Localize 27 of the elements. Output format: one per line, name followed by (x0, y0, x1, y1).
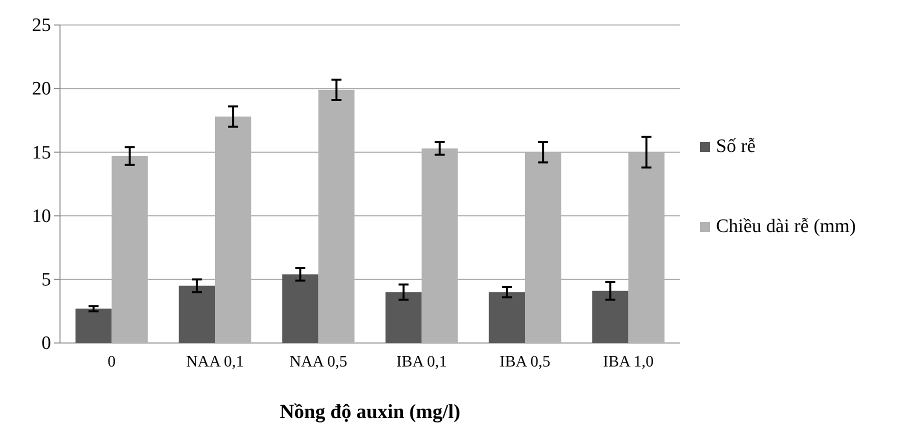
x-tick-label: NAA 0,1 (186, 353, 244, 370)
bar (178, 286, 215, 343)
y-tick-label: 5 (42, 269, 51, 290)
bar (386, 292, 422, 343)
y-tick-label: 10 (32, 206, 51, 227)
bar (592, 290, 628, 343)
bar (318, 90, 354, 343)
x-tick-label: NAA 0,5 (289, 353, 348, 370)
bar (215, 116, 252, 343)
y-tick-label: 20 (32, 78, 51, 100)
bar (628, 152, 664, 343)
y-tick-label: 25 (32, 15, 51, 36)
x-tick-label: 0 (108, 353, 116, 370)
bar (282, 274, 318, 343)
bar (112, 156, 148, 343)
legend-label: Chiều dài rễ (mm) (716, 216, 856, 237)
y-tick-label: 15 (32, 142, 51, 164)
x-tick-label: IBA 0,1 (396, 353, 448, 370)
y-tick-label: 0 (42, 333, 51, 354)
legend-label: Số rễ (716, 136, 756, 157)
x-axis-title: Nồng độ auxin (mg/l) (280, 401, 460, 423)
x-tick-label: IBA 1,0 (602, 353, 654, 370)
bar (422, 148, 458, 343)
x-tick-label: IBA 0,5 (500, 353, 550, 370)
bar (525, 152, 562, 343)
bar (488, 292, 525, 343)
bar (76, 308, 112, 343)
